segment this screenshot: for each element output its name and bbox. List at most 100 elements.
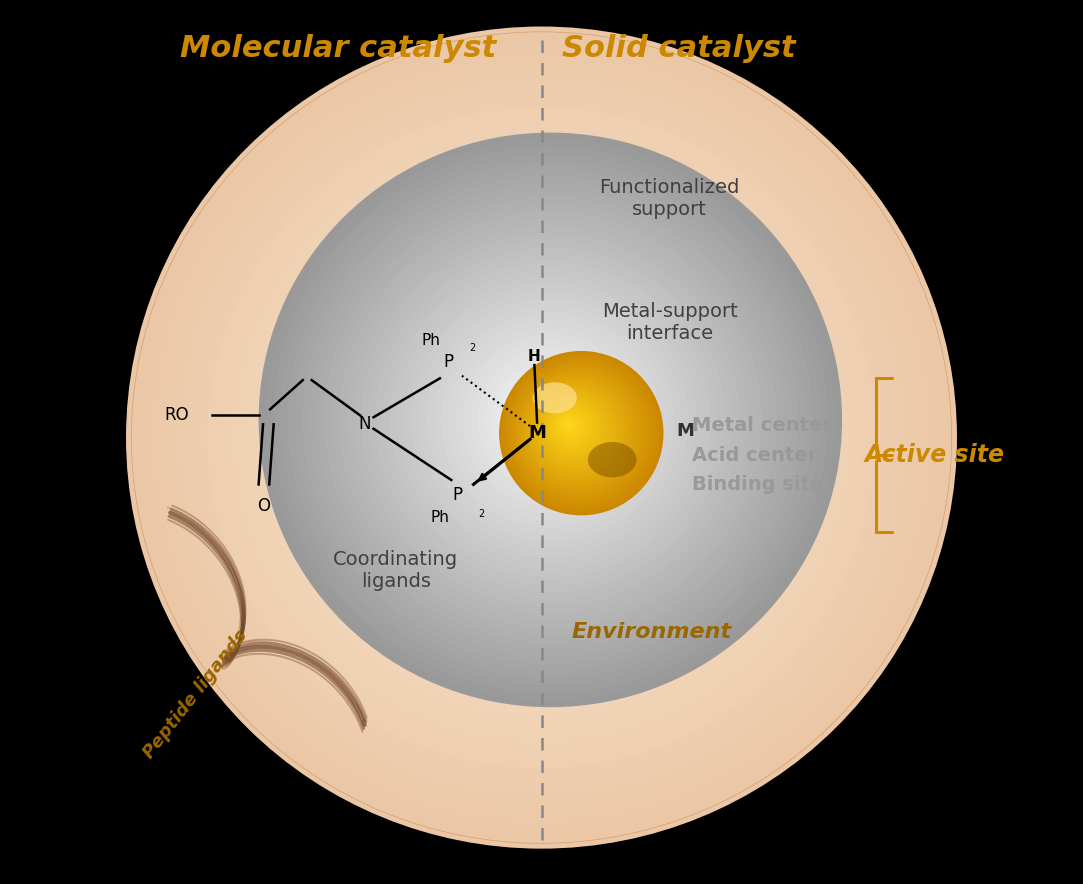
Ellipse shape xyxy=(221,120,862,755)
Ellipse shape xyxy=(356,255,727,621)
Ellipse shape xyxy=(526,380,625,479)
Ellipse shape xyxy=(532,385,619,473)
Ellipse shape xyxy=(275,174,808,701)
Ellipse shape xyxy=(501,354,661,513)
Ellipse shape xyxy=(262,161,821,714)
Ellipse shape xyxy=(167,66,916,808)
Ellipse shape xyxy=(412,284,689,556)
Ellipse shape xyxy=(353,226,747,613)
Text: Solid catalyst: Solid catalyst xyxy=(562,34,795,63)
Ellipse shape xyxy=(533,382,577,413)
Ellipse shape xyxy=(456,326,645,514)
Ellipse shape xyxy=(448,319,652,521)
Ellipse shape xyxy=(499,351,664,515)
Ellipse shape xyxy=(492,388,591,487)
Text: M: M xyxy=(529,424,546,442)
Text: $\mathregular{_2}$: $\mathregular{_2}$ xyxy=(469,340,477,354)
Ellipse shape xyxy=(302,201,781,674)
Ellipse shape xyxy=(465,362,618,514)
Text: O: O xyxy=(258,497,271,514)
Ellipse shape xyxy=(478,348,624,492)
Text: Ph: Ph xyxy=(421,333,441,347)
Ellipse shape xyxy=(302,176,798,664)
Text: N: N xyxy=(358,415,371,433)
Text: Coordinating
ligands: Coordinating ligands xyxy=(334,550,458,591)
Ellipse shape xyxy=(470,341,630,499)
Ellipse shape xyxy=(561,417,577,433)
Ellipse shape xyxy=(295,169,806,671)
Text: M: M xyxy=(677,422,694,439)
Text: Metal center
Acid center
Binding site: Metal center Acid center Binding site xyxy=(692,416,832,494)
Ellipse shape xyxy=(588,442,637,477)
Ellipse shape xyxy=(506,402,577,473)
Ellipse shape xyxy=(529,399,572,441)
Ellipse shape xyxy=(513,384,587,456)
Text: Active site: Active site xyxy=(865,443,1005,468)
Ellipse shape xyxy=(552,408,590,446)
Ellipse shape xyxy=(376,248,726,592)
Ellipse shape xyxy=(390,262,710,578)
Ellipse shape xyxy=(538,392,610,464)
Ellipse shape xyxy=(397,269,704,571)
Ellipse shape xyxy=(547,402,597,452)
Ellipse shape xyxy=(504,356,657,509)
Ellipse shape xyxy=(521,391,579,448)
Ellipse shape xyxy=(266,140,835,700)
Ellipse shape xyxy=(404,276,696,564)
Ellipse shape xyxy=(462,333,638,506)
Ellipse shape xyxy=(492,362,609,477)
Ellipse shape xyxy=(248,147,835,728)
Ellipse shape xyxy=(557,412,584,439)
Ellipse shape xyxy=(383,281,700,594)
Text: $\mathregular{_2}$: $\mathregular{_2}$ xyxy=(478,506,485,520)
Ellipse shape xyxy=(513,366,644,497)
Ellipse shape xyxy=(479,375,604,500)
Ellipse shape xyxy=(331,204,769,636)
Ellipse shape xyxy=(324,197,777,643)
Ellipse shape xyxy=(559,415,580,437)
Ellipse shape xyxy=(554,409,587,443)
Ellipse shape xyxy=(289,187,794,688)
Ellipse shape xyxy=(507,377,595,463)
Ellipse shape xyxy=(153,53,930,822)
Text: H: H xyxy=(529,349,540,363)
Ellipse shape xyxy=(534,387,616,470)
Ellipse shape xyxy=(310,183,791,657)
Ellipse shape xyxy=(329,227,754,647)
Ellipse shape xyxy=(499,370,601,470)
Ellipse shape xyxy=(361,233,740,606)
Ellipse shape xyxy=(520,373,635,488)
Ellipse shape xyxy=(280,154,820,686)
Text: Functionalized
support: Functionalized support xyxy=(600,179,740,219)
Ellipse shape xyxy=(543,398,603,458)
Ellipse shape xyxy=(397,294,686,581)
Ellipse shape xyxy=(508,361,651,503)
Ellipse shape xyxy=(343,241,740,634)
Ellipse shape xyxy=(510,363,648,500)
Ellipse shape xyxy=(518,370,638,492)
Ellipse shape xyxy=(347,218,755,621)
Ellipse shape xyxy=(519,415,564,460)
Ellipse shape xyxy=(419,291,681,549)
Ellipse shape xyxy=(565,422,571,427)
Ellipse shape xyxy=(410,308,673,568)
Text: Metal-support
interface: Metal-support interface xyxy=(602,302,738,343)
Ellipse shape xyxy=(545,400,600,454)
Ellipse shape xyxy=(441,312,660,528)
Ellipse shape xyxy=(550,405,593,448)
Text: P: P xyxy=(453,486,462,504)
Ellipse shape xyxy=(425,322,658,553)
Ellipse shape xyxy=(536,406,565,434)
Text: Environment: Environment xyxy=(572,622,732,642)
Ellipse shape xyxy=(382,255,718,585)
Ellipse shape xyxy=(529,383,622,476)
Ellipse shape xyxy=(438,335,645,540)
Text: Ph: Ph xyxy=(430,510,449,524)
Ellipse shape xyxy=(536,390,613,467)
Ellipse shape xyxy=(540,395,606,461)
Ellipse shape xyxy=(288,161,813,679)
Ellipse shape xyxy=(563,419,574,431)
Text: Molecular catalyst: Molecular catalyst xyxy=(180,34,496,63)
Ellipse shape xyxy=(524,377,628,482)
Ellipse shape xyxy=(452,348,631,527)
